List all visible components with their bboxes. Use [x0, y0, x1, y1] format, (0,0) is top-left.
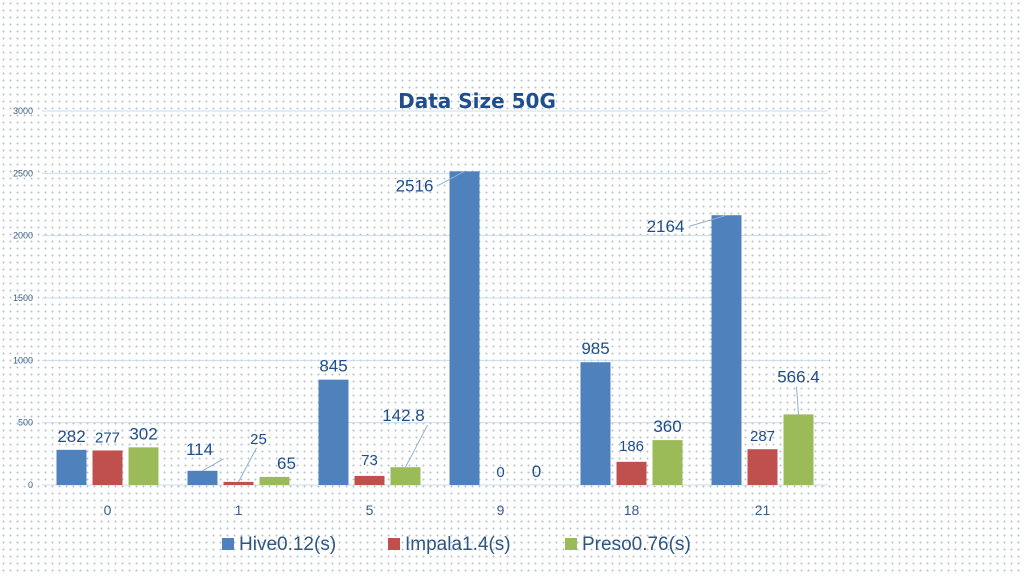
legend-swatch — [222, 538, 234, 550]
bar-preso0-76-s--21 — [783, 414, 814, 485]
bar-impala1-4-s--1 — [223, 481, 254, 485]
data-label: 2516 — [396, 176, 434, 195]
chart-title: Data Size 50G — [398, 89, 556, 113]
legend-label: Preso0.76(s) — [582, 534, 691, 555]
data-label: 142.8 — [382, 406, 425, 425]
legend-label: Hive0.12(s) — [239, 534, 336, 555]
bar-preso0-76-s--18 — [652, 440, 683, 485]
data-label: 73 — [361, 452, 378, 469]
x-tick-label: 21 — [755, 502, 771, 518]
data-label: 0 — [532, 462, 541, 481]
label-leader-line — [438, 170, 465, 186]
x-tick-label: 18 — [624, 502, 640, 518]
legend-swatch — [388, 538, 400, 550]
data-label: 25 — [250, 431, 267, 448]
data-label: 360 — [653, 417, 681, 436]
data-label: 186 — [619, 438, 644, 455]
data-label: 985 — [581, 339, 609, 358]
label-leader-line — [796, 386, 799, 415]
bar-hive0-12-s--9 — [449, 171, 480, 485]
x-tick-label: 0 — [104, 502, 112, 518]
bar-hive0-12-s--5 — [318, 379, 349, 485]
bar-impala1-4-s--5 — [354, 475, 385, 485]
bar-hive0-12-s--0 — [56, 449, 87, 485]
x-tick-label: 1 — [235, 502, 243, 518]
label-leader-line — [202, 458, 224, 472]
y-tick-label: 1000 — [13, 355, 33, 365]
data-label: 277 — [95, 429, 120, 446]
bar-preso0-76-s--5 — [390, 467, 421, 485]
x-tick-label: 9 — [497, 502, 505, 518]
legend-swatch — [565, 538, 577, 550]
data-label: 287 — [750, 428, 775, 445]
y-tick-label: 3000 — [13, 106, 33, 116]
label-leader-line — [238, 447, 257, 483]
y-tick-label: 1500 — [13, 293, 33, 303]
y-tick-label: 2000 — [13, 231, 33, 241]
data-label: 566.4 — [777, 367, 820, 386]
bar-hive0-12-s--1 — [187, 470, 218, 485]
data-label: 65 — [277, 454, 296, 473]
data-label: 282 — [57, 427, 85, 446]
y-tick-label: 500 — [18, 418, 33, 428]
bar-preso0-76-s--0 — [128, 447, 159, 485]
data-label: 845 — [319, 357, 347, 376]
label-leader-line — [405, 424, 428, 468]
label-leader-line — [689, 214, 727, 227]
data-label: 2164 — [647, 217, 685, 236]
data-label: 114 — [186, 440, 213, 459]
bar-impala1-4-s--21 — [747, 449, 778, 485]
bar-hive0-12-s--18 — [580, 362, 611, 485]
bar-impala1-4-s--18 — [616, 461, 647, 485]
legend-label: Impala1.4(s) — [405, 534, 511, 555]
data-label: 302 — [129, 424, 157, 443]
x-tick-label: 5 — [366, 502, 374, 518]
y-tick-label: 0 — [28, 480, 33, 490]
bar-hive0-12-s--21 — [711, 215, 742, 486]
bar-preso0-76-s--1 — [259, 476, 290, 485]
y-tick-label: 2500 — [13, 168, 33, 178]
data-label: 0 — [496, 464, 504, 481]
bar-impala1-4-s--0 — [92, 450, 123, 485]
